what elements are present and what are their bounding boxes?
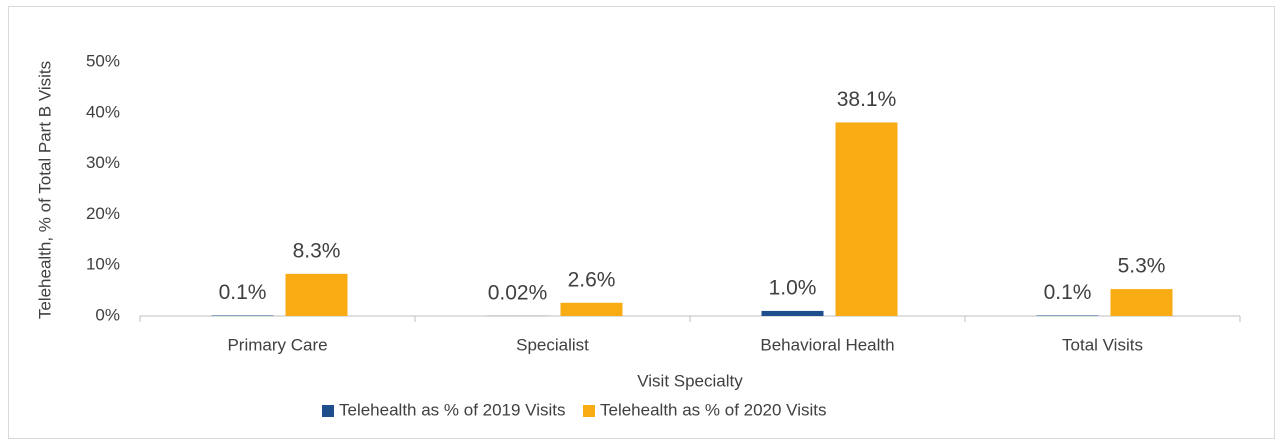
value-label: 5.3% (1118, 255, 1166, 278)
bar (761, 310, 824, 316)
legend-swatch (583, 405, 595, 417)
bar (1110, 289, 1173, 316)
value-label: 0.02% (488, 281, 548, 304)
bar (285, 273, 348, 316)
value-label: 38.1% (837, 88, 897, 111)
bar (560, 302, 623, 316)
value-label: 1.0% (769, 276, 817, 299)
legend-swatch (322, 405, 334, 417)
bar (1036, 315, 1099, 316)
y-axis-title: Telehealth, % of Total Part B Visits (35, 61, 54, 319)
y-tick-label: 30% (86, 153, 120, 172)
legend-label: Telehealth as % of 2019 Visits (339, 400, 566, 419)
y-tick-label: 40% (86, 102, 120, 121)
chart-border (8, 6, 1275, 439)
bar (211, 315, 274, 316)
value-label: 0.1% (219, 281, 267, 304)
x-tick-label: Total Visits (1062, 335, 1143, 354)
value-label: 0.1% (1044, 281, 1092, 304)
bar (835, 122, 898, 317)
y-tick-label: 0% (95, 305, 120, 324)
value-label: 8.3% (293, 239, 341, 262)
y-tick-label: 20% (86, 204, 120, 223)
x-tick-label: Specialist (516, 335, 589, 354)
x-axis-title: Visit Specialty (637, 371, 743, 390)
legend-label: Telehealth as % of 2020 Visits (600, 400, 827, 419)
x-tick-label: Primary Care (227, 335, 327, 354)
y-tick-label: 50% (86, 51, 120, 70)
x-tick-label: Behavioral Health (760, 335, 894, 354)
y-tick-label: 10% (86, 255, 120, 274)
value-label: 2.6% (568, 268, 616, 291)
